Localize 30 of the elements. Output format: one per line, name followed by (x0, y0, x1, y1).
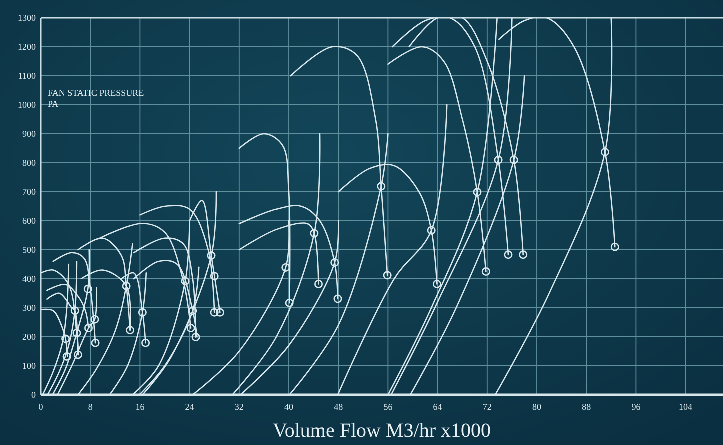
y-tick-label: 1000 (18, 100, 36, 110)
x-tick-label: 0 (38, 402, 44, 412)
y-tick-label: 700 (22, 187, 36, 198)
x-tick-label: 24 (185, 402, 195, 412)
y-tick-label: 800 (22, 158, 36, 168)
x-tick-label: 72 (482, 402, 492, 412)
x-tick-label: 40 (284, 402, 294, 412)
y-axis-title: FAN STATIC PRESSURE PA (48, 88, 145, 109)
y-tick-label: 0 (32, 390, 36, 400)
x-tick-label: 96 (632, 402, 642, 412)
y-tick-label: 900 (22, 129, 36, 140)
y-tick-label: 500 (22, 245, 36, 256)
x-tick-label: 56 (384, 402, 394, 412)
x-tick-label: 80 (532, 402, 542, 412)
x-tick-label: 48 (334, 402, 344, 412)
y-tick-label: 1300 (18, 13, 36, 24)
y-tick-label: 600 (22, 216, 36, 226)
y-tick-label: 100 (22, 361, 36, 372)
y-tick-label: 300 (22, 303, 36, 314)
y-tick-label: 400 (22, 274, 36, 284)
x-tick-label: 32 (234, 402, 244, 412)
x-tick-label: 8 (88, 402, 94, 412)
y-tick-label: 1200 (18, 42, 36, 52)
y-tick-label: 1100 (18, 71, 36, 82)
x-tick-label: 104 (679, 402, 694, 412)
y-tick-label: 200 (22, 332, 36, 342)
x-tick-label: 64 (433, 402, 443, 412)
x-tick-label: 88 (582, 402, 592, 412)
x-tick-label: 16 (136, 402, 146, 412)
x-axis-title: Volume Flow M3/hr x1000 (273, 420, 491, 442)
